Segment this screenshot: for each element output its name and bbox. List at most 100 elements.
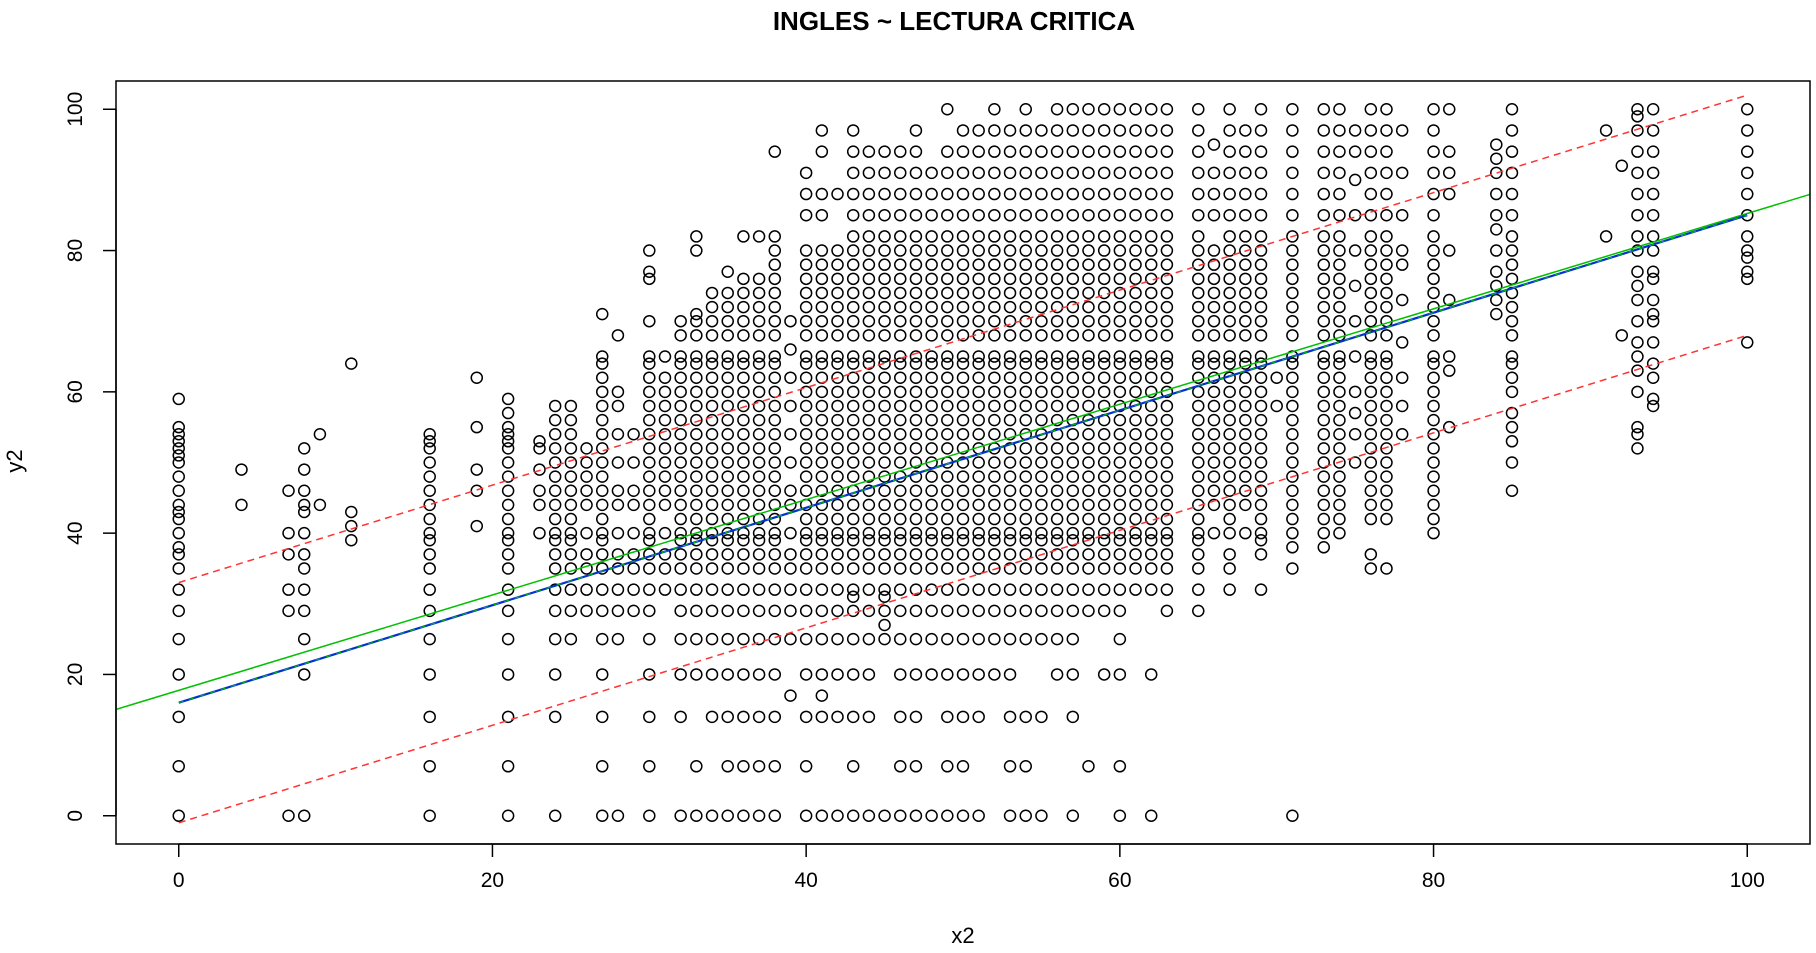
data-point [345, 519, 358, 533]
data-point [1364, 314, 1378, 328]
data-point [988, 512, 1001, 526]
data-point [595, 442, 609, 455]
data-point [1223, 456, 1236, 469]
data-point [1066, 470, 1080, 483]
data-point [627, 526, 640, 540]
data-point [172, 456, 185, 469]
data-point [941, 710, 954, 724]
data-point [1097, 371, 1111, 384]
data-point [956, 286, 970, 300]
data-point [737, 286, 750, 300]
data-point [1254, 548, 1268, 561]
data-point [1050, 533, 1064, 547]
data-point [909, 668, 923, 681]
data-point [1223, 166, 1236, 180]
data-point [501, 604, 515, 618]
data-point [1223, 124, 1236, 137]
data-point [721, 470, 734, 483]
data-point [831, 533, 844, 547]
data-point [1442, 244, 1456, 257]
data-point [1050, 314, 1064, 328]
data-point [1144, 470, 1158, 483]
data-point [690, 230, 703, 243]
data-point [752, 470, 766, 483]
data-point [1129, 526, 1142, 540]
data-point [501, 484, 515, 498]
data-point [1035, 166, 1048, 180]
data-point [297, 668, 311, 681]
data-point [595, 385, 609, 399]
data-point [297, 583, 311, 596]
data-point [1066, 583, 1080, 596]
data-point [1442, 350, 1456, 363]
data-point [627, 456, 640, 469]
data-point [1286, 456, 1299, 469]
data-point [846, 300, 860, 314]
data-point [1050, 208, 1064, 222]
data-point [862, 166, 876, 180]
data-point [1019, 484, 1032, 498]
data-point [705, 632, 719, 646]
data-point [1364, 413, 1378, 427]
data-point [1254, 484, 1268, 498]
data-point [878, 498, 891, 512]
data-point [925, 604, 938, 618]
data-point [1035, 442, 1048, 455]
data-point [548, 413, 562, 427]
data-point [862, 427, 876, 441]
data-point [1207, 413, 1221, 427]
data-point [1144, 314, 1158, 328]
data-point [1317, 145, 1331, 158]
x-axis: 0 20 40 60 80 100 [173, 843, 1765, 892]
data-point [1223, 583, 1236, 596]
data-point [831, 512, 844, 526]
data-point [627, 427, 640, 441]
data-point [941, 300, 954, 314]
data-point [1097, 548, 1111, 561]
data-point [1129, 272, 1142, 286]
data-point [548, 583, 562, 596]
data-point [1427, 484, 1440, 498]
data-point [1317, 541, 1331, 554]
data-point [1144, 562, 1158, 575]
data-point [1144, 548, 1158, 561]
data-point [690, 307, 703, 321]
data-point [1066, 498, 1080, 512]
data-point [1066, 286, 1080, 300]
data-point [627, 562, 640, 575]
data-point [878, 244, 891, 257]
data-point [1505, 314, 1519, 328]
data-point [548, 809, 562, 822]
data-point [768, 350, 782, 363]
data-point [705, 350, 719, 363]
data-point [862, 442, 876, 455]
data-point [956, 258, 970, 271]
data-point [313, 498, 327, 512]
data-point [956, 208, 970, 222]
data-point [1192, 314, 1205, 328]
data-point [846, 548, 860, 561]
data-point [1223, 427, 1236, 441]
data-point [1254, 583, 1268, 596]
data-point [941, 258, 954, 271]
data-point [1019, 710, 1032, 724]
data-point [1380, 300, 1393, 314]
data-point [737, 442, 750, 455]
data-point [1317, 484, 1331, 498]
data-point [894, 456, 907, 469]
data-point [878, 399, 891, 413]
data-point [705, 604, 719, 618]
data-point [1631, 187, 1644, 201]
data-point [894, 187, 907, 201]
data-point [831, 526, 844, 540]
data-point [1082, 385, 1095, 399]
data-point [1427, 230, 1440, 243]
data-point [1223, 470, 1236, 483]
data-point [1317, 427, 1331, 441]
data-point [988, 166, 1001, 180]
data-point [988, 300, 1001, 314]
data-point [768, 314, 782, 328]
data-point [815, 413, 829, 427]
data-point [1113, 371, 1127, 384]
data-point [1395, 258, 1409, 271]
